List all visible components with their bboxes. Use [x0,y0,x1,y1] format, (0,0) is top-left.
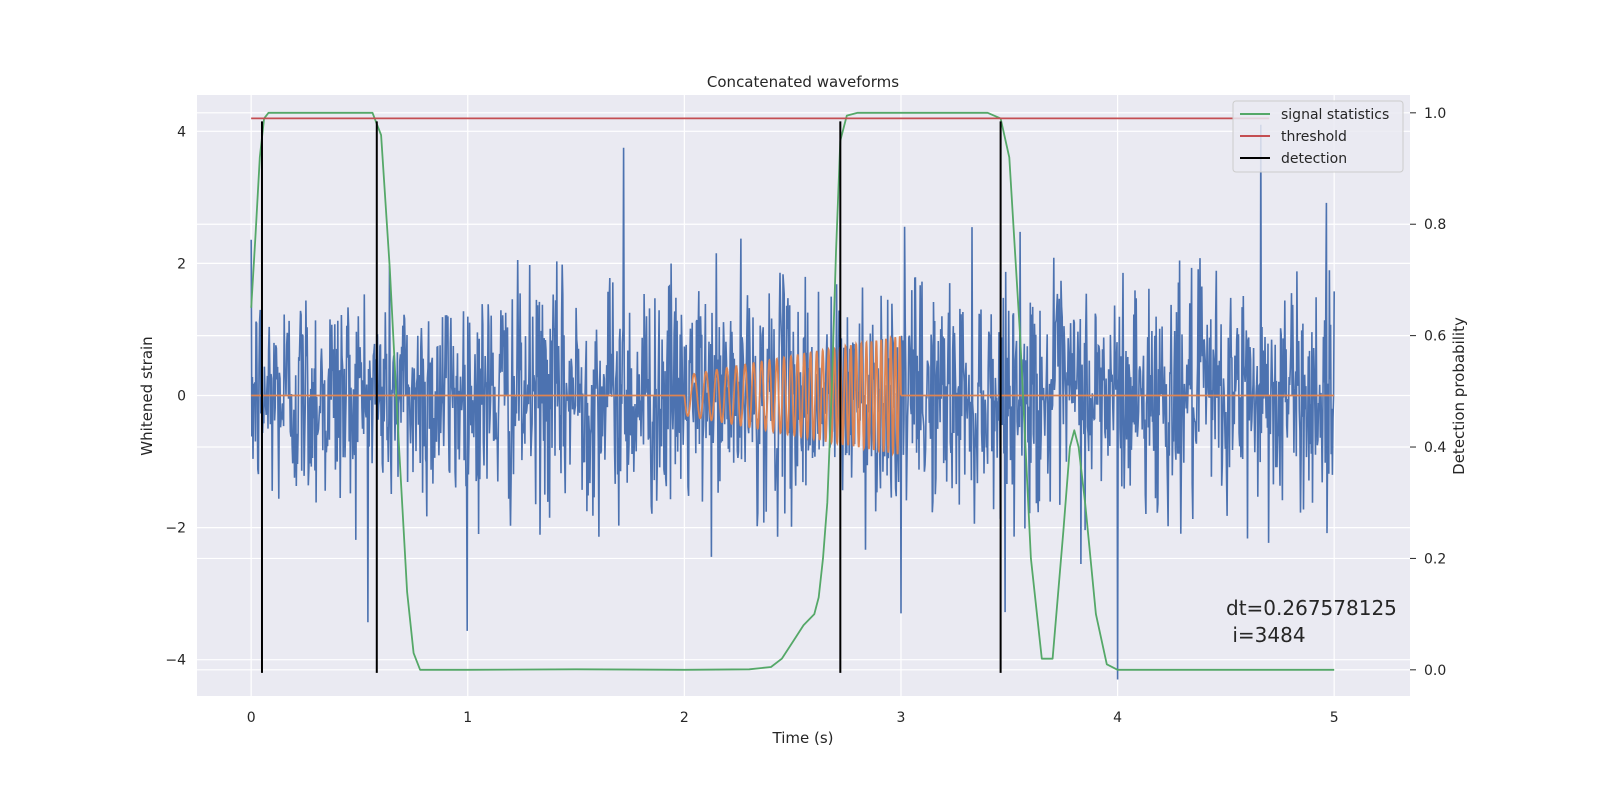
y-tick-label: 4 [177,124,186,140]
x-tick-label: 2 [680,710,689,726]
y2-tick-label: 0.4 [1424,440,1446,456]
legend-label: detection [1281,151,1347,167]
signal-statistics-line [250,111,1335,671]
x-axis-ticks: 0 1 2 3 4 5 [247,710,1339,726]
y2-tick-label: 0.8 [1424,217,1446,233]
chart-title: Concatenated waveforms [707,73,899,91]
annotation-dt: dt=0.267578125 [1226,596,1397,620]
x-axis-label: Time (s) [772,729,834,747]
y-tick-label: −2 [165,521,186,537]
x-tick-label: 0 [247,710,256,726]
y2-tick-label: 0.2 [1424,551,1446,567]
y2-axis-label: Detection probability [1450,317,1468,475]
legend-label: threshold [1281,129,1347,145]
y2-tick-label: 0.0 [1424,663,1446,679]
x-tick-label: 1 [463,710,472,726]
legend: signal statistics threshold detection [1232,100,1404,173]
y2-tick-label: 1.0 [1424,106,1446,122]
annotation-i: i=3484 [1226,623,1306,647]
chirp-line [251,334,1335,457]
y-axis-label: Whitened strain [138,336,156,455]
y-tick-label: 2 [177,256,186,272]
x-tick-label: 5 [1330,710,1339,726]
y-tick-label: 0 [177,389,186,405]
legend-box [1232,100,1404,173]
y-axis-ticks: −4 −2 0 2 4 [165,124,186,668]
y2-tick-label: 0.6 [1424,329,1446,345]
x-tick-label: 3 [897,710,906,726]
x-tick-label: 4 [1113,710,1122,726]
signal-statistics-series [250,111,1335,671]
y-tick-label: −4 [165,653,186,669]
detection-series [260,121,1002,673]
chirp-series [251,334,1335,457]
y2-axis-ticks: 0.0 0.2 0.4 0.6 0.8 1.0 [1410,106,1446,679]
legend-label: signal statistics [1281,107,1389,123]
